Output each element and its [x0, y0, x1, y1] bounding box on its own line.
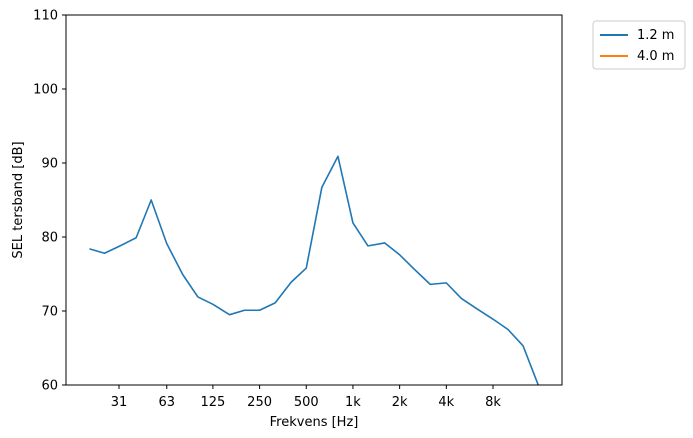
series-line-0: [89, 155, 540, 385]
legend-label-1-2-m: 1.2 m: [637, 28, 674, 43]
y-tick-label: 80: [41, 231, 58, 246]
x-tick-label: 31: [111, 395, 128, 410]
x-tick-label: 250: [247, 395, 272, 410]
x-tick-label: 63: [158, 395, 175, 410]
legend-label-4-0-m: 4.0 m: [637, 49, 674, 64]
legend: 1.2 m 4.0 m: [592, 20, 686, 70]
y-tick-label: 90: [41, 157, 58, 172]
y-tick-label: 70: [41, 305, 58, 320]
y-axis: 60 70 80 90 100 110: [33, 9, 66, 394]
x-axis: 31 63 125 250 500 1k 2k 4k 8k: [111, 385, 501, 410]
x-tick-label: 500: [294, 395, 319, 410]
x-axis-label: Frekvens [Hz]: [270, 415, 359, 430]
x-tick-label: 8k: [485, 395, 501, 410]
y-tick-label: 60: [41, 379, 58, 394]
y-tick-label: 110: [33, 9, 58, 24]
plot-area-frame: [65, 14, 563, 386]
x-tick-label: 4k: [438, 395, 454, 410]
x-tick-label: 2k: [392, 395, 408, 410]
y-axis-label: SEL tersband [dB]: [11, 141, 26, 258]
x-tick-label: 1k: [345, 395, 361, 410]
x-tick-label: 125: [200, 395, 225, 410]
y-tick-label: 100: [33, 83, 58, 98]
series-layer: [89, 155, 540, 385]
